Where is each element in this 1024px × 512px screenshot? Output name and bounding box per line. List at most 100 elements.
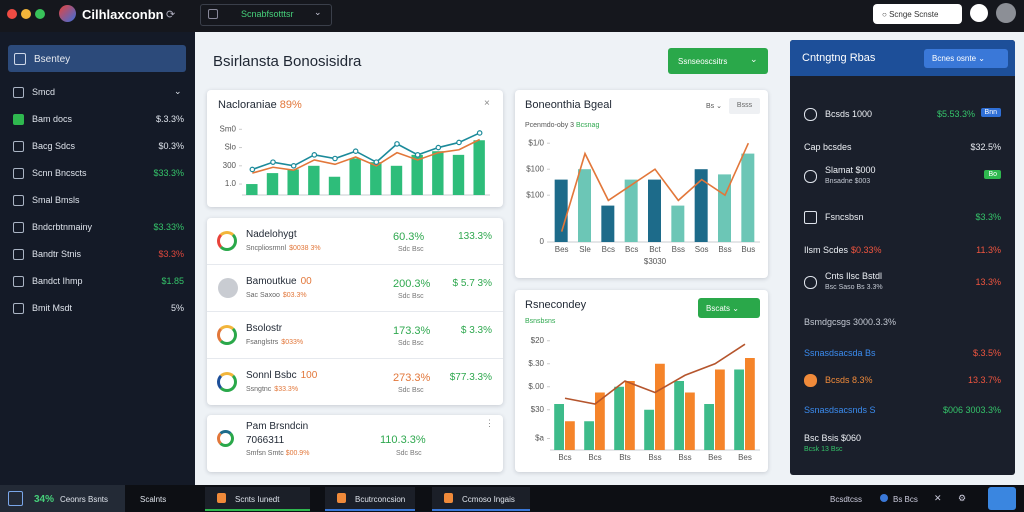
primary-button-label: Ssnseoscsitrs (678, 57, 728, 66)
panel-row-label: Bcsds 8.3% (825, 375, 873, 385)
search-text: ○ Scnge Scnste (882, 10, 939, 19)
taskbar-start[interactable] (0, 485, 125, 512)
row-value-sub: Sdc Bsc (398, 246, 424, 253)
notification-button[interactable] (988, 487, 1016, 510)
nav-value: $1.85 (161, 276, 184, 286)
panel-row-label-text: Bsc Bsis $060 (804, 433, 862, 443)
minimize-dot[interactable] (21, 9, 31, 19)
nav-value: $33.3% (153, 168, 184, 178)
taskbar-label: Bcutrconcsion (355, 495, 406, 504)
start-icon (8, 491, 23, 506)
row-sub-note: $33.3% (274, 386, 299, 393)
notification-icon[interactable] (970, 4, 988, 22)
tab-selector[interactable] (200, 4, 332, 26)
panel-row-label: Ilsm Scdes $0.33% (804, 245, 882, 255)
summary-card (207, 415, 503, 472)
nav-value: $.3.3% (155, 114, 184, 124)
panel-row-label-text: Ssnasdsacsda Bs (804, 348, 876, 358)
nav-label[interactable]: Bndcrbtnmainy (32, 222, 93, 232)
row-sub-text: Fsanglstrs (246, 339, 279, 346)
chart-subtitle-text: Pcenmdo-oby 3 (525, 122, 575, 129)
panel-row-label-text: Bcsds 8.3% (825, 375, 873, 385)
refresh-icon[interactable]: ⟳ (166, 9, 176, 21)
search-box[interactable] (873, 4, 962, 24)
close-icon[interactable]: × (484, 98, 490, 109)
nav-icon (13, 276, 24, 287)
nav-label[interactable]: Bandtr Stnis (32, 249, 82, 259)
chart-button[interactable] (698, 298, 760, 318)
taskbar-label: Scnts Iunedt (235, 495, 280, 504)
row-sub-note: $033% (281, 339, 304, 346)
panel-row-value: $.3.5% (972, 348, 1001, 358)
row-sub-text: Ssngtnc (246, 386, 272, 393)
primary-button[interactable] (668, 48, 768, 74)
page-title: Bsirlansta Bonosisidra (213, 53, 362, 70)
panel-button[interactable] (924, 49, 1008, 68)
panel-row-label-text: Cnts Ilsc Bstdl (825, 271, 883, 281)
row-sub-note: $03.3% (282, 292, 307, 299)
more-icon[interactable]: ⋮ (485, 418, 494, 428)
panel-row-note: $0.33% (851, 245, 882, 255)
ring-icon (217, 430, 234, 447)
maximize-dot[interactable] (35, 9, 45, 19)
tray-icon (880, 494, 888, 502)
nav-value: $3.33% (153, 222, 184, 232)
row-title-text: Bamoutkue (246, 276, 297, 287)
row-icon (804, 276, 817, 289)
taskbar-label[interactable]: Ceonrs Bsnts (60, 495, 109, 504)
row-sub: Fsanglstrs $033% (246, 339, 303, 346)
chart-control[interactable]: Bsss (729, 98, 760, 114)
row-sub-text: Sncpliosrmnl (246, 245, 287, 252)
row-icon (804, 211, 817, 224)
summary-sub-note: $00.9% (285, 450, 310, 457)
nav-label[interactable]: Bmit Msdt (32, 303, 73, 313)
panel-row-label: Bsmdgcsgs 3000.3.3% (804, 317, 896, 327)
nav-value: $0.3% (158, 141, 184, 151)
nav-label[interactable]: Bacg Sdcs (32, 141, 76, 151)
user-avatar[interactable] (996, 3, 1016, 23)
row-icon (804, 108, 817, 121)
chart-subtitle: Pcenmdo-oby 3 Bcsnag (525, 122, 599, 129)
nav-icon (13, 114, 24, 125)
row-title-note: 00 (300, 276, 312, 287)
active-nav-item[interactable] (8, 45, 186, 72)
chart-control[interactable]: Bs ⌄ (706, 103, 722, 110)
nav-value: 5% (170, 303, 184, 313)
tray-icon[interactable]: ✕ (934, 493, 942, 503)
panel-row-value: $3.3% (975, 212, 1001, 222)
search-label: Scnge Scnste (889, 10, 939, 19)
window-icon (444, 493, 453, 503)
row-title: Nadelohygt (246, 229, 297, 240)
panel-title: Cntngtng Rbas (802, 52, 876, 64)
summary-code: 7066311 (246, 435, 285, 446)
nav-label[interactable]: Smcd (32, 87, 56, 97)
nav-icon (13, 168, 24, 179)
nav-label[interactable]: Scnn Bncscts (32, 168, 87, 178)
chart-title-note: 89% (279, 99, 302, 111)
panel-row-label-text: Slamat $000 (825, 165, 876, 175)
close-dot[interactable] (7, 9, 17, 19)
nav-label[interactable]: Bam docs (32, 114, 73, 124)
nav-label[interactable]: Bandct Ihmp (32, 276, 83, 286)
nav-chevron: ⌄ (174, 86, 182, 96)
avatar (218, 278, 238, 298)
nav-icon (13, 303, 24, 314)
summary-sub: Smfsn Smtc $00.9% (246, 450, 309, 457)
button-chevron: ⌄ (750, 54, 758, 64)
nav-label[interactable]: Smal Bmsls (32, 195, 80, 205)
row-sub-text: Sac Saxoo (246, 292, 280, 299)
panel-row-label-text: Fsncsbsn (825, 212, 864, 222)
row-value-2: $ 5.7 3% (452, 278, 492, 289)
chart-button-label: Bscats ⌄ (706, 304, 739, 313)
nav-icon (13, 249, 24, 260)
panel-row-label: Cnts Ilsc Bstdl (825, 271, 882, 281)
nav-icon (13, 222, 24, 233)
row-value: 200.3% (393, 278, 431, 290)
chart-title: Boneonthia Bgeal (525, 99, 612, 111)
panel-row-label: Fsncsbsn (825, 212, 864, 222)
tray-icon[interactable]: ⚙ (958, 493, 967, 503)
taskbar-label[interactable]: Scalnts (140, 495, 167, 504)
tray-text: Bcsdtcss (830, 495, 863, 504)
panel-row-sub: Bcsk 13 Bsc (804, 446, 843, 453)
